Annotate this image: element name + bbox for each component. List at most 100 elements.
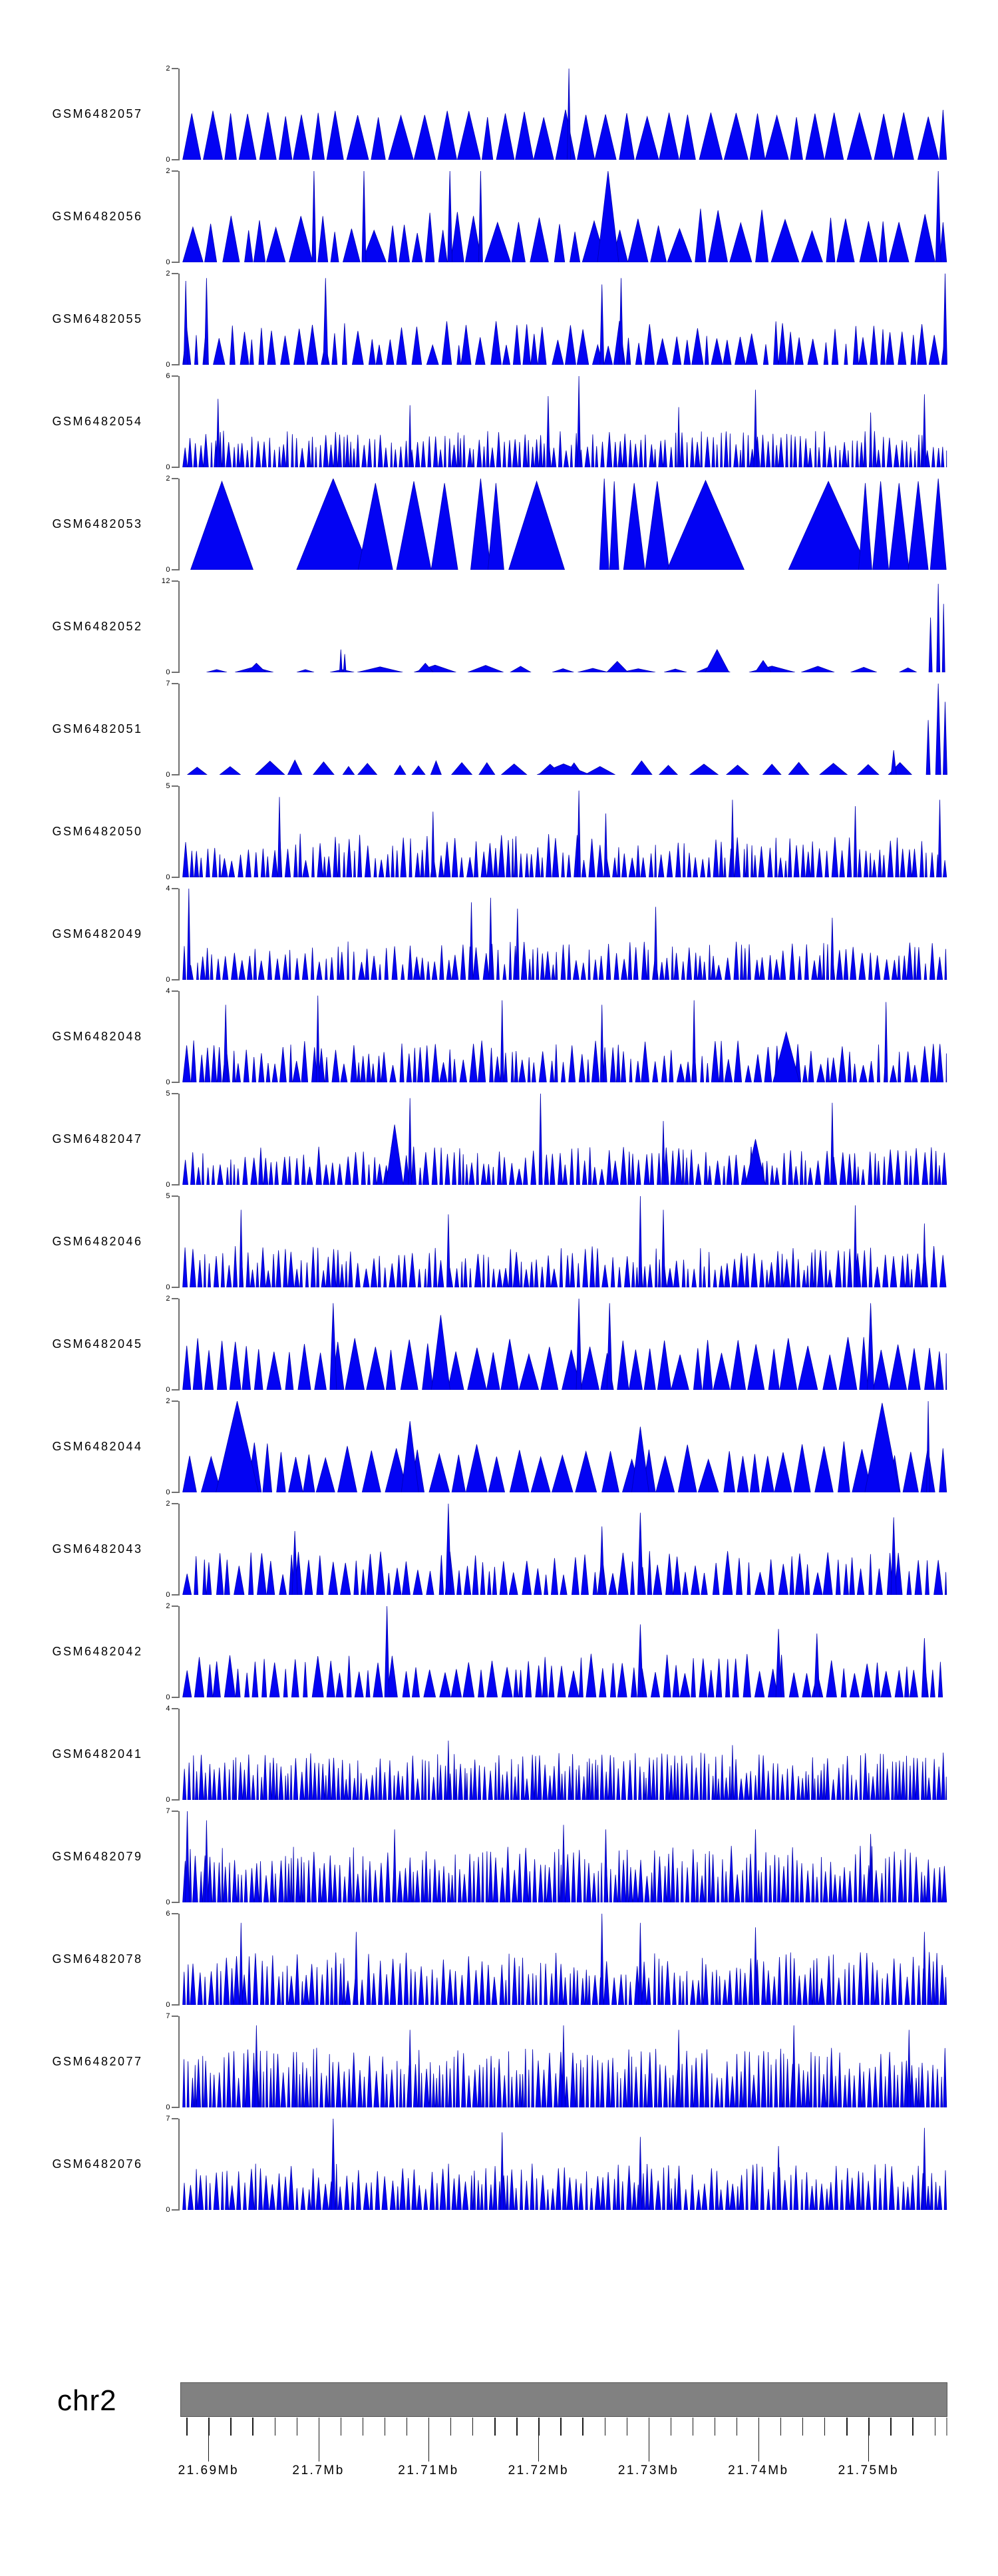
ruler-major-tick-line: [758, 2418, 759, 2462]
y-axis-bottom-tick: [172, 1082, 178, 1083]
y-axis-bottom-tick: [172, 1799, 178, 1801]
y-axis-min-label: 0: [166, 1591, 170, 1599]
y-axis-top-tick: [172, 1811, 178, 1812]
ruler-tick-label: 21.71Mb: [398, 2464, 459, 2477]
y-axis-max-label: 7: [166, 680, 170, 688]
y-axis-top-tick: [172, 1195, 178, 1197]
ruler-major-tick-line: [538, 2418, 540, 2462]
track-label: GSM6482053: [52, 517, 143, 531]
y-axis-line: [178, 1914, 180, 2006]
track-label: GSM6482077: [52, 2054, 143, 2068]
y-axis-bottom-tick: [172, 2107, 178, 2108]
ruler-tick-label: 21.72Mb: [508, 2464, 570, 2477]
y-axis-bottom-tick: [172, 672, 178, 673]
ruler-major-tick-line: [868, 2418, 870, 2462]
ruler-minor-tick: [516, 2418, 518, 2436]
y-axis-top-tick: [172, 170, 178, 172]
y-axis-top-tick: [172, 2118, 178, 2119]
y-axis-bottom-tick: [172, 2209, 178, 2211]
y-axis-max-label: 7: [166, 1807, 170, 1815]
signal-track-plot: [182, 995, 947, 1082]
y-axis-top-tick: [172, 1708, 178, 1709]
y-axis-bottom-tick: [172, 2004, 178, 2006]
y-axis-max-label: 4: [166, 1705, 170, 1713]
ruler-minor-tick: [802, 2418, 804, 2436]
y-axis-line: [178, 889, 180, 980]
y-axis-top-tick: [172, 68, 178, 69]
ruler-minor-tick: [582, 2418, 583, 2436]
y-axis-max-label: 5: [166, 1090, 170, 1098]
y-axis-top-tick: [172, 683, 178, 684]
y-axis-bottom-tick: [172, 569, 178, 570]
y-axis-max-label: 6: [166, 1910, 170, 1918]
y-axis-max-label: 5: [166, 1192, 170, 1200]
ruler-tick-label: 21.69Mb: [178, 2464, 240, 2477]
signal-track-plot: [182, 2025, 947, 2107]
ruler-minor-tick: [560, 2418, 562, 2436]
y-axis-line: [178, 69, 180, 160]
signal-track-plot: [182, 69, 947, 160]
y-axis-top-tick: [172, 2016, 178, 2017]
track-label: GSM6482048: [52, 1029, 143, 1043]
y-axis-line: [178, 2119, 180, 2211]
signal-track-plot: [186, 684, 947, 775]
y-axis-top-tick: [172, 990, 178, 992]
y-axis-bottom-tick: [172, 364, 178, 365]
y-axis-line: [178, 479, 180, 570]
track-label: GSM6482050: [52, 824, 143, 838]
y-axis-min-label: 0: [166, 258, 170, 266]
y-axis-min-label: 0: [166, 361, 170, 369]
y-axis-top-tick: [172, 1913, 178, 1914]
signal-track-plot: [190, 479, 947, 570]
y-axis-line: [178, 1504, 180, 1596]
ruler-minor-tick: [890, 2418, 892, 2436]
ruler-major-tick-line: [208, 2418, 210, 2462]
signal-track-plot: [182, 376, 947, 467]
track-label: GSM6482076: [52, 2157, 143, 2171]
y-axis-min-label: 0: [166, 976, 170, 984]
y-axis-min-label: 0: [166, 1181, 170, 1189]
ruler-minor-tick: [912, 2418, 914, 2436]
y-axis-min-label: 0: [166, 1796, 170, 1804]
signal-track-plot: [182, 1740, 947, 1800]
track-label: GSM6482051: [52, 722, 143, 736]
y-axis-min-label: 0: [166, 2206, 170, 2214]
signal-track-plot: [182, 2119, 947, 2210]
y-axis-line: [178, 1709, 180, 1801]
y-axis-bottom-tick: [172, 1287, 178, 1288]
ruler-minor-tick: [780, 2418, 782, 2436]
track-label: GSM6482054: [52, 414, 143, 428]
y-axis-line: [178, 581, 180, 673]
y-axis-top-tick: [172, 1298, 178, 1299]
y-axis-max-label: 6: [166, 372, 170, 380]
track-label: GSM6482041: [52, 1747, 143, 1761]
y-axis-max-label: 2: [166, 1397, 170, 1405]
signal-track-plot: [182, 1606, 943, 1697]
y-axis-min-label: 0: [166, 1078, 170, 1086]
y-axis-bottom-tick: [172, 467, 178, 468]
ruler-minor-tick: [472, 2418, 474, 2436]
signal-track-plot: [182, 1094, 947, 1185]
y-axis-bottom-tick: [172, 1697, 178, 1698]
y-axis-line: [178, 991, 180, 1083]
y-axis-bottom-tick: [172, 1594, 178, 1596]
y-axis-max-label: 4: [166, 885, 170, 893]
y-axis-min-label: 0: [166, 873, 170, 881]
signal-track-plot: [182, 790, 947, 877]
y-axis-line: [178, 786, 180, 878]
track-label: GSM6482052: [52, 619, 143, 633]
y-axis-bottom-tick: [172, 1389, 178, 1391]
y-axis-max-label: 2: [166, 475, 170, 483]
y-axis-min-label: 0: [166, 1386, 170, 1394]
y-axis-bottom-tick: [172, 1184, 178, 1185]
track-label: GSM6482055: [52, 312, 143, 325]
y-axis-min-label: 0: [166, 1898, 170, 1906]
y-axis-top-tick: [172, 1400, 178, 1402]
ruler-tick-label: 21.73Mb: [617, 2464, 679, 2477]
signal-track-plot: [182, 171, 947, 262]
y-axis-bottom-tick: [172, 1902, 178, 1903]
y-axis-line: [178, 376, 180, 468]
ruler-tick-label: 21.75Mb: [838, 2464, 900, 2477]
y-axis-line: [178, 1606, 180, 1698]
